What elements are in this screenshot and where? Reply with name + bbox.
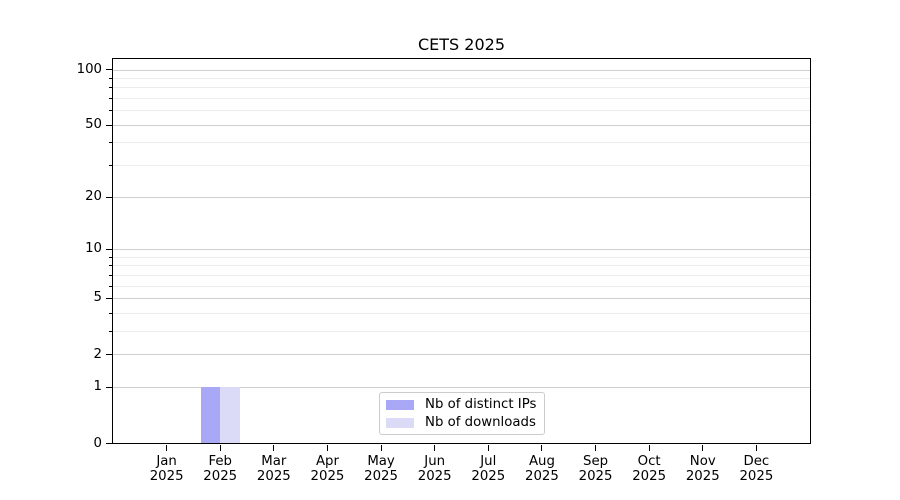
y-tick-label: 5 — [93, 290, 102, 306]
gridline-minor — [113, 265, 810, 267]
gridline-minor — [113, 256, 810, 258]
y-axis-tick — [105, 248, 112, 250]
x-tick-label: Jul 2025 — [471, 453, 506, 485]
y-tick-label: 1 — [93, 379, 102, 395]
y-axis-minor-tick — [108, 77, 112, 79]
gridline-major — [113, 298, 810, 299]
y-axis-minor-tick — [108, 98, 112, 100]
y-tick-label: 20 — [85, 189, 102, 205]
x-axis-tick — [434, 445, 436, 451]
x-axis-tick — [273, 445, 275, 451]
x-axis-tick — [219, 445, 221, 451]
y-axis-tick — [105, 297, 112, 299]
y-axis-tick — [105, 69, 112, 71]
y-axis-minor-tick — [108, 265, 112, 267]
y-axis-minor-tick — [108, 285, 112, 287]
gridline-major — [113, 248, 810, 250]
gridline-minor — [113, 110, 810, 112]
x-axis-tick — [755, 445, 757, 451]
gridline-minor — [113, 165, 810, 167]
gridline-minor — [113, 274, 810, 276]
x-axis-tick — [541, 445, 543, 451]
legend-label-downloads: Nb of downloads — [425, 415, 536, 430]
gridline-minor — [113, 142, 810, 144]
x-tick-label: Dec 2025 — [739, 453, 774, 485]
y-axis-minor-tick — [108, 330, 112, 332]
gridline-minor — [113, 330, 810, 332]
gridline-major — [113, 124, 810, 126]
x-axis-tick — [380, 445, 382, 451]
y-tick-label: 100 — [76, 61, 102, 77]
x-tick-label: Mar 2025 — [256, 453, 291, 485]
x-tick-label: Oct 2025 — [632, 453, 667, 485]
y-axis-tick — [105, 443, 112, 444]
x-axis-tick — [487, 445, 489, 451]
legend-item-downloads: Nb of downloads — [386, 414, 538, 432]
gridline-minor — [113, 98, 810, 100]
gridline-minor — [113, 285, 810, 287]
bar-nb-of-distinct-ips — [200, 387, 221, 444]
y-axis-minor-tick — [108, 274, 112, 276]
y-tick-label: 0 — [93, 435, 102, 451]
y-axis-tick — [105, 124, 112, 126]
gridline-major — [113, 354, 810, 356]
legend-label-distinct-ips: Nb of distinct IPs — [425, 397, 537, 412]
x-tick-label: May 2025 — [364, 453, 398, 485]
x-axis-tick — [326, 445, 328, 451]
bar-nb-of-downloads — [220, 387, 240, 444]
y-axis-tick — [105, 386, 112, 388]
y-axis-tick — [105, 196, 112, 198]
y-axis-minor-tick — [108, 142, 112, 144]
x-axis-tick — [595, 445, 597, 451]
gridline-minor — [113, 77, 810, 79]
y-tick-label: 2 — [93, 346, 102, 362]
x-axis-tick — [702, 445, 704, 451]
x-tick-label: Sep 2025 — [578, 453, 613, 485]
gridline-minor — [113, 312, 810, 314]
gridline-major — [113, 386, 810, 388]
gridline-minor — [113, 87, 810, 89]
chart-title: CETS 2025 — [417, 35, 505, 54]
legend: Nb of distinct IPs Nb of downloads — [379, 392, 545, 435]
y-axis-minor-tick — [108, 312, 112, 314]
legend-item-distinct-ips: Nb of distinct IPs — [386, 396, 538, 414]
x-tick-label: Jan 2025 — [149, 453, 184, 485]
y-axis-tick — [105, 354, 112, 356]
legend-swatch-downloads — [386, 417, 414, 429]
y-axis-minor-tick — [108, 256, 112, 258]
x-tick-label: Apr 2025 — [310, 453, 345, 485]
x-tick-label: Aug 2025 — [525, 453, 559, 485]
x-tick-label: Feb 2025 — [203, 453, 238, 485]
y-tick-label: 50 — [85, 117, 102, 133]
plot-area — [113, 59, 810, 444]
legend-swatch-distinct-ips — [386, 399, 414, 411]
x-tick-label: Nov 2025 — [685, 453, 720, 485]
gridline-major — [113, 69, 810, 71]
y-axis-minor-tick — [108, 87, 112, 89]
y-axis-minor-tick — [108, 110, 112, 112]
x-axis-tick — [166, 445, 168, 451]
y-tick-label: 10 — [85, 241, 102, 257]
gridline-major — [113, 196, 810, 198]
x-tick-label: Jun 2025 — [417, 453, 452, 485]
y-axis-minor-tick — [108, 165, 112, 167]
x-axis-tick — [648, 445, 650, 451]
